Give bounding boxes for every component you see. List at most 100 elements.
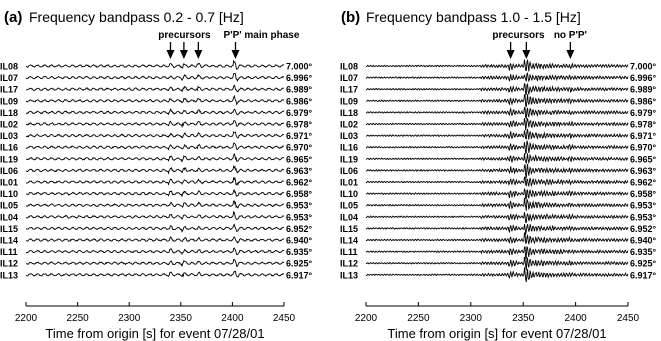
seismogram-trace <box>365 188 629 200</box>
station-label: IL05 <box>0 201 18 211</box>
distance-label: 6.996° <box>286 73 313 83</box>
distance-label: 6.986° <box>630 96 657 106</box>
seismogram-trace <box>365 83 629 95</box>
x-tick-label: 2350 <box>512 313 535 324</box>
station-label: IL13 <box>0 270 18 280</box>
chart-title: Frequency bandpass 0.2 - 0.7 [Hz] <box>29 9 244 25</box>
distance-label: 6.917° <box>630 270 657 280</box>
x-tick-label: 2450 <box>273 313 296 324</box>
station-label: IL07 <box>340 73 358 83</box>
distance-label: 6.979° <box>286 108 313 118</box>
x-tick-label: 2400 <box>221 313 244 324</box>
distance-label: 6.952° <box>286 224 313 234</box>
chart-title: Frequency bandpass 1.0 - 1.5 [Hz] <box>366 9 581 25</box>
x-tick-label: 2250 <box>66 313 89 324</box>
seismogram-trace <box>25 131 285 139</box>
arrow-head <box>179 50 188 59</box>
station-label: IL16 <box>0 143 18 153</box>
station-label: IL04 <box>0 212 18 222</box>
seismogram-trace <box>365 232 629 245</box>
distance-label: 6.979° <box>630 108 657 118</box>
seismogram-trace <box>25 200 285 209</box>
distance-label: 6.971° <box>630 131 657 141</box>
station-label: IL12 <box>0 259 18 269</box>
seismogram-trace <box>25 72 285 83</box>
station-label: IL03 <box>340 131 358 141</box>
station-label: IL02 <box>340 120 358 130</box>
seismogram-trace <box>365 267 629 283</box>
station-label: IL02 <box>0 120 18 130</box>
seismogram-trace <box>25 176 285 186</box>
distance-label: 6.963° <box>286 166 313 176</box>
distance-label: 6.986° <box>286 96 313 106</box>
distance-label: 6.970° <box>630 143 657 153</box>
station-label: IL04 <box>340 212 358 222</box>
station-label: IL09 <box>340 96 358 106</box>
x-tick-label: 2400 <box>564 313 587 324</box>
station-label: IL17 <box>340 85 358 95</box>
station-label: IL06 <box>0 166 18 176</box>
distance-label: 6.953° <box>630 212 657 222</box>
distance-label: 6.935° <box>286 247 313 257</box>
seismogram-trace <box>365 93 629 108</box>
distance-label: 6.965° <box>630 154 657 164</box>
distance-label: 6.925° <box>630 259 657 269</box>
seismogram-trace <box>25 84 285 93</box>
station-label: IL16 <box>340 143 358 153</box>
seismogram-trace <box>25 223 285 233</box>
seismogram-trace <box>365 128 629 140</box>
seismogram-trace <box>365 106 629 120</box>
station-label: IL10 <box>340 189 358 199</box>
seismogram-trace <box>25 210 285 220</box>
distance-label: 7.000° <box>286 62 313 72</box>
x-axis-label: Time from origin [s] for event 07/28/01 <box>387 326 606 341</box>
station-label: IL08 <box>0 62 18 72</box>
distance-label: 6.965° <box>286 154 313 164</box>
station-label: IL11 <box>0 247 18 257</box>
annotation-label: precursors <box>492 30 545 41</box>
arrow-head <box>166 50 175 59</box>
x-tick-label: 2300 <box>460 313 483 324</box>
seismogram-trace <box>25 152 285 164</box>
seismogram-trace <box>365 223 629 235</box>
station-label: IL14 <box>340 236 358 246</box>
distance-label: 6.962° <box>286 178 313 188</box>
seismogram-trace <box>25 164 284 175</box>
x-tick-label: 2200 <box>355 313 378 324</box>
arrow-head <box>194 50 203 59</box>
station-label: IL15 <box>340 224 358 234</box>
x-tick-label: 2350 <box>170 313 193 324</box>
station-label: IL07 <box>0 73 18 83</box>
distance-label: 6.989° <box>630 85 657 95</box>
arrow-head <box>506 50 515 59</box>
distance-label: 6.970° <box>286 143 313 153</box>
station-label: IL01 <box>0 178 18 188</box>
distance-label: 7.000° <box>630 62 657 72</box>
x-tick-label: 2300 <box>118 313 141 324</box>
distance-label: 6.958° <box>630 189 657 199</box>
x-tick-label: 2250 <box>407 313 430 324</box>
seismogram-trace <box>25 247 285 256</box>
station-label: IL05 <box>340 201 358 211</box>
station-label: IL08 <box>340 62 358 72</box>
station-label: IL14 <box>0 236 18 246</box>
station-label: IL18 <box>340 108 358 118</box>
arrow-head <box>231 50 240 59</box>
seismogram-trace <box>365 72 629 83</box>
station-label: IL17 <box>0 85 18 95</box>
seismogram-trace <box>365 246 629 259</box>
distance-label: 6.953° <box>286 212 313 222</box>
distance-label: 6.962° <box>630 178 657 188</box>
x-axis-label: Time from origin [s] for event 07/28/01 <box>45 326 264 341</box>
seismogram-trace <box>365 176 629 188</box>
distance-label: 6.917° <box>286 270 313 280</box>
x-tick-label: 2450 <box>617 313 640 324</box>
station-label: IL15 <box>0 224 18 234</box>
seismogram-trace <box>365 211 629 224</box>
seismogram-trace <box>25 142 285 151</box>
distance-label: 6.978° <box>286 120 313 130</box>
distance-label: 6.952° <box>630 224 657 234</box>
annotation-label: no P'P' <box>554 30 587 41</box>
distance-label: 6.989° <box>286 85 313 95</box>
